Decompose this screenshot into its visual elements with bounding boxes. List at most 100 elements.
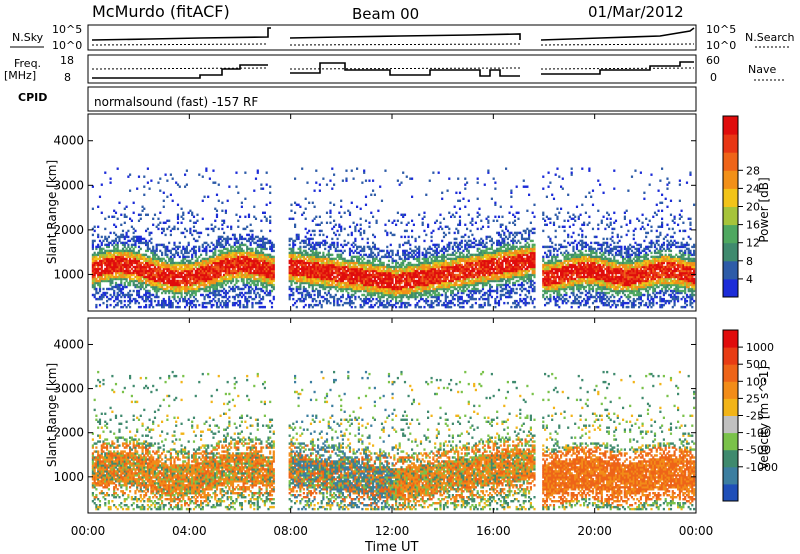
power-cell-3248 (333, 297, 336, 301)
power-cell-2618 (288, 297, 291, 301)
power-cell-543 (129, 261, 132, 265)
power-cell-897 (153, 259, 157, 263)
power-cell-16 (91, 255, 94, 259)
power-cell-1327 (185, 303, 188, 307)
power-cell-894 (153, 265, 157, 269)
power-cell-1772 (215, 239, 219, 243)
power-cell-1658 (208, 261, 211, 265)
power-cell-983 (161, 287, 164, 291)
power-cell-408 (120, 261, 123, 265)
power-cell-1574 (203, 281, 206, 285)
power-cell-1125 (169, 251, 172, 255)
power-cell-1191 (175, 281, 178, 285)
power-cell-4248 (407, 297, 410, 301)
power-cell-8 (91, 271, 94, 275)
power-cell-1345 (185, 263, 188, 267)
power-cell-1746 (214, 181, 217, 184)
power-cell-1071 (166, 253, 169, 257)
power-cell-980 (161, 301, 164, 305)
power-cell-1701 (212, 271, 215, 275)
power-cell-4794 (446, 295, 449, 299)
power-cell-29 (93, 287, 96, 291)
power-cell-4077 (395, 297, 398, 301)
power-cell-810 (148, 289, 151, 293)
power-cell-938 (157, 279, 160, 283)
power-cell-4711 (439, 221, 442, 225)
power-cell-650 (137, 295, 141, 299)
power-cell-1699 (212, 275, 215, 279)
power-cell-1764 (215, 263, 219, 267)
power-cell-1136 (171, 289, 174, 293)
power-cell-1400 (189, 229, 192, 233)
power-cell-63 (95, 263, 98, 267)
power-cell-1750 (215, 293, 219, 297)
power-cell-1529 (200, 277, 203, 281)
power-cell-1297 (182, 213, 185, 217)
power-cell-752 (145, 297, 148, 301)
power-cell-54 (95, 291, 98, 295)
power-cell-1292 (182, 253, 185, 257)
power-cell-437 (121, 251, 125, 255)
power-cell-1662 (208, 249, 211, 253)
power-cell-893 (153, 267, 157, 271)
power-cell-34 (93, 277, 96, 281)
power-cell-390 (120, 305, 123, 309)
power-cell-1549 (201, 277, 204, 281)
power-cell-1784 (217, 281, 220, 285)
power-cell-733 (143, 273, 146, 277)
power-cell-1627 (207, 275, 210, 279)
power-cell-1810 (219, 289, 222, 293)
power-cell-1544 (201, 293, 204, 297)
power-cell-58 (95, 279, 98, 283)
power-cell-4414 (419, 305, 423, 309)
power-cell-113 (98, 251, 102, 255)
power-cell-1477 (194, 245, 197, 249)
power-cell-532 (129, 289, 132, 293)
power-cell-1151 (171, 259, 174, 263)
power-cell-163 (104, 279, 107, 283)
power-cell-1432 (192, 295, 196, 299)
power-cell-805 (148, 303, 151, 307)
power-cell-299 (113, 249, 116, 253)
power-cell-1679 (210, 263, 213, 267)
power-cell-1606 (205, 263, 208, 267)
power-cell-458 (123, 263, 126, 267)
power-cell-1788 (217, 271, 220, 275)
power-cell-1054 (164, 173, 167, 176)
power-cell-123 (100, 277, 103, 281)
power-cell-1769 (215, 245, 219, 249)
power-cell-1070 (166, 255, 169, 259)
power-cell-498 (125, 215, 128, 219)
power-cell-1322 (184, 247, 187, 251)
power-cell-1166 (173, 281, 176, 285)
power-cell-105 (98, 271, 102, 275)
power-cell-44 (93, 257, 96, 261)
power-cell-1710 (212, 251, 215, 255)
power-cell-1722 (214, 287, 217, 291)
power-cell-3072 (318, 233, 321, 237)
power-cell-833 (150, 299, 153, 303)
power-cell-196 (106, 267, 109, 271)
power-cell-4511 (425, 193, 428, 197)
power-cell-1420 (191, 265, 194, 269)
power-cell-1562 (201, 243, 204, 247)
power-cell-1200 (175, 251, 178, 255)
power-cell-949 (157, 257, 160, 261)
power-cell-52 (95, 303, 98, 307)
power-cell-920 (155, 261, 158, 265)
power-cell-551 (129, 239, 132, 243)
power-cell-969 (159, 263, 162, 267)
power-cell-1390 (189, 273, 192, 277)
power-cell-379 (118, 261, 121, 265)
power-cell-786 (146, 273, 149, 277)
power-cell-267 (111, 271, 114, 275)
power-cell-1503 (198, 287, 201, 291)
power-cell-1104 (169, 305, 172, 309)
power-cell-330 (114, 239, 118, 243)
power-cell-197 (106, 265, 109, 269)
power-cell-489 (125, 255, 128, 259)
power-cell-1755 (215, 281, 219, 285)
power-cell-1583 (203, 263, 206, 267)
power-cell-760 (145, 279, 148, 283)
power-cell-1696 (212, 281, 215, 285)
